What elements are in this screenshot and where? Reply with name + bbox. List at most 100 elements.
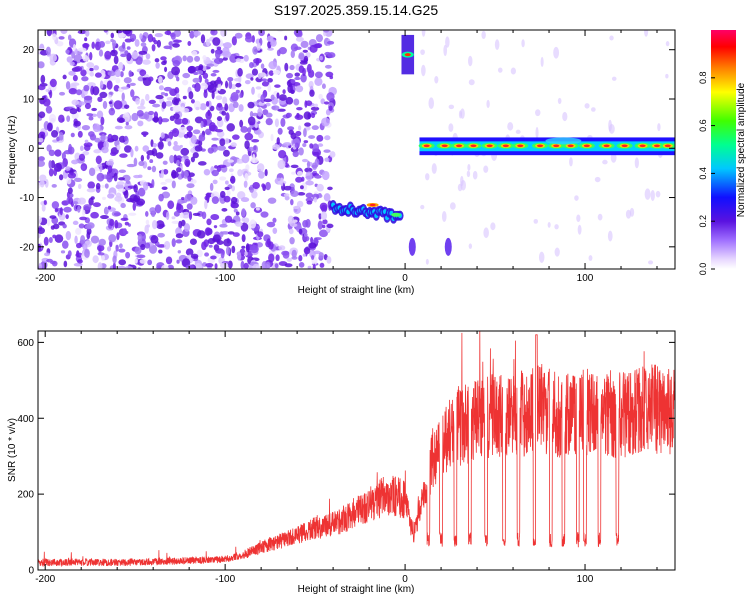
spectrogram-noise-blob [171, 220, 181, 225]
spectrogram-noise-blob [231, 36, 237, 46]
spectrogram-noise-blob [223, 238, 232, 247]
spectrogram-noise-blob [151, 165, 157, 173]
spectrogram-noise-blob [260, 63, 265, 69]
spectrogram-noise-blob [124, 221, 130, 226]
spectrogram-noise-blob [328, 105, 333, 111]
spectrogram-noise-blob [235, 221, 243, 227]
spectrogram-noise-blob [313, 250, 321, 255]
spectrogram-faint-blob [554, 247, 560, 257]
spectrogram-noise-blob [255, 58, 260, 66]
spectrogram-noise-blob [93, 149, 102, 154]
snr-x-tick-label: -200 [35, 574, 55, 585]
spectrogram-noise-blob [201, 211, 207, 220]
spectrogram-noise-blob [72, 74, 78, 82]
spectrogram-noise-blob [40, 260, 48, 269]
spectrogram-noise-blob [191, 50, 198, 56]
spectrogram-noise-blob [78, 223, 85, 229]
spectrogram-noise-blob [42, 98, 51, 107]
spectrogram-noise-blob [325, 71, 334, 78]
spectrogram-noise-blob [81, 165, 86, 170]
spectrogram-noise-blob [282, 142, 292, 146]
spectrogram-tone-peak [369, 203, 376, 207]
spectrogram-noise-blob [261, 81, 270, 87]
spectrogram-noise-blob [305, 218, 311, 228]
spectrogram-noise-blob [302, 143, 307, 148]
spectrogram-noise-blob [100, 134, 106, 143]
spectrogram-noise-blob [203, 168, 211, 176]
spectrogram-noise-blob [282, 89, 286, 95]
spectrogram-noise-blob [326, 40, 335, 45]
spectrogram-noise-blob [252, 263, 260, 269]
snr-y-tick-label: 0 [28, 566, 34, 577]
spectrogram-noise-blob [252, 46, 258, 55]
spectrogram-tone3-red [470, 144, 477, 148]
spectrogram-noise-blob [204, 195, 209, 201]
spectrogram-noise-blob [217, 82, 222, 92]
spectrogram-noise-blob [78, 153, 86, 161]
spectrogram-noise-blob [210, 255, 217, 260]
spectrogram-noise-blob [108, 91, 114, 96]
spectrogram-noise-blob [241, 245, 246, 249]
spectrogram-noise-blob [162, 160, 168, 165]
spectrogram-noise-blob [113, 212, 122, 216]
spectrogram-noise-blob [110, 151, 117, 157]
spectrogram-noise-blob [182, 95, 187, 100]
spectrogram-noise-blob [287, 215, 294, 224]
spectrogram-tone3-red [639, 144, 646, 148]
spectrogram-noise-blob [303, 232, 308, 237]
spectrogram-noise-blob [73, 120, 81, 127]
spectrogram-noise-blob [190, 179, 197, 185]
spectrogram-noise-blob [105, 160, 114, 166]
spectrogram-noise-blob [268, 253, 275, 263]
spectrogram-faint-blob [443, 44, 448, 57]
spectrogram-noise-blob [187, 175, 192, 182]
spectrogram-noise-blob [132, 202, 136, 211]
spectrogram-noise-blob [176, 76, 180, 82]
spectrogram-noise-blob [213, 57, 223, 65]
spectrogram-noise-blob [194, 262, 202, 269]
spectrogram-noise-blob [119, 153, 128, 158]
spectrogram-noise-blob [82, 55, 89, 62]
spectrogram-noise-blob [81, 76, 89, 82]
spectrogram-noise-blob [323, 193, 331, 202]
spectrogram-noise-blob [169, 154, 175, 164]
spectrogram-faint-blob [629, 207, 635, 217]
spectrogram-noise-blob [48, 113, 57, 124]
colorbar-gradient [711, 30, 736, 269]
spectrogram-noise-blob [147, 33, 154, 43]
spectrogram-noise-blob [149, 207, 157, 214]
colorbar-tick-label: 0.0 [698, 263, 708, 276]
spectrogram-noise-blob [190, 253, 199, 259]
spectrogram-noise-blob [50, 225, 55, 230]
spectrogram-noise-blob [222, 50, 232, 58]
spectrogram-noise-blob [106, 246, 112, 252]
spectrogram-noise-blob [161, 186, 168, 190]
spectrogram-faint-blob [445, 36, 450, 48]
spectrogram-noise-blob [74, 177, 83, 183]
spectrogram-faint-blob [458, 110, 462, 119]
spectrogram-noise-blob [73, 262, 83, 267]
spectrogram-noise-blob [286, 257, 293, 262]
spectrogram-noise-blob [98, 49, 104, 57]
spectrogram-faint-blob [584, 103, 590, 109]
spectrogram-noise-blob [134, 39, 140, 47]
spectrogram-noise-blob [164, 178, 173, 183]
spectrogram-x-tick-label: -100 [215, 273, 235, 284]
spectrogram-noise-blob [305, 192, 314, 199]
spectrogram-noise-blob [289, 64, 295, 71]
spectrogram-noise-blob [75, 227, 82, 235]
spectrogram-noise-blob [137, 174, 143, 179]
spectrogram-noise-blob [92, 86, 100, 96]
spectrogram-noise-blob [48, 149, 56, 157]
spectrogram-faint-blob [591, 107, 596, 112]
spectrogram-faint-blob [569, 157, 573, 167]
spectrogram-noise-blob [314, 77, 323, 86]
spectrogram-noise-blob [185, 264, 195, 269]
spectrogram-noise-blob [80, 69, 87, 77]
spectrogram-noise-blob [190, 156, 196, 163]
spectrogram-noise-blob [190, 134, 197, 144]
spectrogram-noise-blob [278, 245, 286, 251]
spectrogram-noise-blob [137, 233, 143, 243]
spectrogram-noise-blob [173, 113, 180, 120]
spectrogram-noise-blob [306, 200, 313, 205]
